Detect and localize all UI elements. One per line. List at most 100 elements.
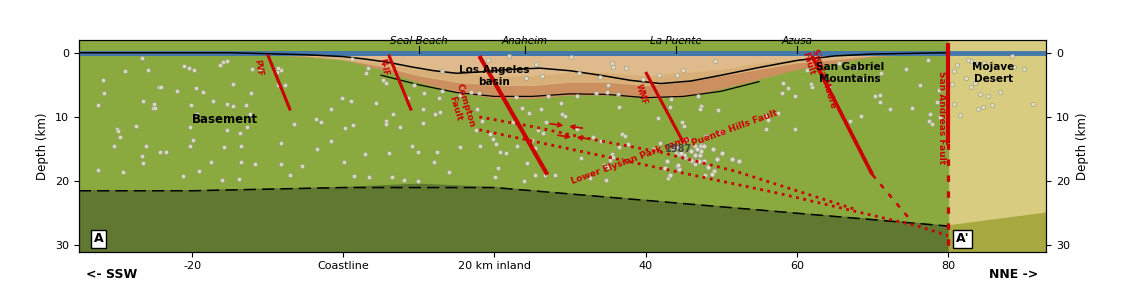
Point [960, 57, 978, 62]
Point [520, 111, 538, 115]
Point [94, 90, 112, 95]
Polygon shape [948, 213, 1046, 252]
Point [374, 77, 391, 82]
Point [367, 101, 385, 106]
Point [591, 74, 609, 79]
Point [610, 145, 628, 150]
Point [108, 127, 126, 132]
Point [966, 80, 984, 85]
Point [433, 68, 451, 73]
Point [487, 141, 505, 146]
Point [472, 119, 490, 124]
Text: Sierra Madre
Fault: Sierra Madre Fault [801, 48, 838, 113]
Point [686, 161, 704, 166]
Point [497, 151, 515, 156]
Point [202, 160, 220, 165]
Point [137, 144, 155, 149]
Point [871, 92, 889, 97]
Point [692, 142, 710, 147]
Point [699, 165, 717, 169]
Point [962, 84, 980, 89]
Point [649, 73, 667, 78]
Point [991, 90, 1009, 95]
Point [359, 66, 377, 71]
Point [470, 90, 488, 95]
Point [929, 88, 947, 93]
Point [114, 169, 132, 174]
Point [802, 84, 820, 89]
Point [1005, 64, 1023, 69]
Point [691, 158, 709, 163]
Point [272, 68, 290, 72]
Point [616, 133, 634, 138]
Point [881, 106, 899, 111]
Point [1024, 102, 1042, 107]
Point [730, 159, 748, 164]
Point [871, 99, 889, 104]
Point [174, 173, 192, 178]
Point [598, 83, 616, 88]
Point [532, 107, 550, 112]
Point [597, 90, 615, 95]
Point [786, 126, 804, 131]
Point [682, 149, 700, 154]
Text: Basement: Basement [192, 113, 259, 126]
Point [698, 134, 716, 138]
Point [377, 122, 395, 127]
Point [695, 159, 713, 164]
Point [932, 115, 950, 119]
Point [245, 161, 263, 166]
Point [523, 138, 541, 143]
Point [595, 162, 613, 167]
Point [691, 107, 709, 112]
Point [676, 155, 694, 160]
Point [952, 113, 970, 118]
Text: ?: ? [960, 231, 968, 245]
Text: NNE ->: NNE -> [990, 268, 1038, 281]
Point [662, 96, 680, 101]
Point [846, 65, 864, 70]
Point [580, 176, 598, 181]
Point [568, 94, 586, 99]
Point [470, 143, 488, 148]
Point [610, 105, 628, 110]
Point [633, 76, 651, 81]
Point [428, 149, 446, 154]
Point [140, 67, 158, 72]
Point [242, 91, 260, 95]
Point [619, 142, 637, 147]
Point [982, 103, 1000, 107]
Point [414, 120, 432, 125]
Point [537, 120, 555, 125]
Point [656, 165, 674, 170]
Point [552, 101, 570, 106]
Text: San Andreas Fault: San Andreas Fault [937, 71, 946, 164]
Point [408, 179, 426, 184]
Point [1015, 67, 1033, 72]
Text: N-IF: N-IF [377, 58, 389, 77]
Point [251, 67, 269, 72]
Point [597, 177, 615, 182]
Y-axis label: Depth (km): Depth (km) [36, 112, 50, 180]
Point [1004, 53, 1022, 58]
Point [659, 176, 677, 181]
Point [237, 124, 255, 129]
Point [181, 144, 199, 149]
Point [513, 105, 531, 110]
Point [533, 73, 551, 78]
Point [492, 150, 510, 155]
Point [188, 112, 206, 117]
Point [670, 151, 688, 156]
Point [134, 98, 152, 103]
Point [133, 55, 151, 60]
Text: Los Angeles
basin: Los Angeles basin [459, 65, 530, 87]
Point [215, 145, 233, 150]
Point [182, 103, 200, 107]
Point [944, 81, 962, 86]
Point [770, 111, 788, 115]
Point [757, 127, 775, 132]
Point [974, 105, 992, 110]
Point [649, 115, 667, 120]
Point [898, 66, 916, 71]
Point [233, 160, 251, 165]
